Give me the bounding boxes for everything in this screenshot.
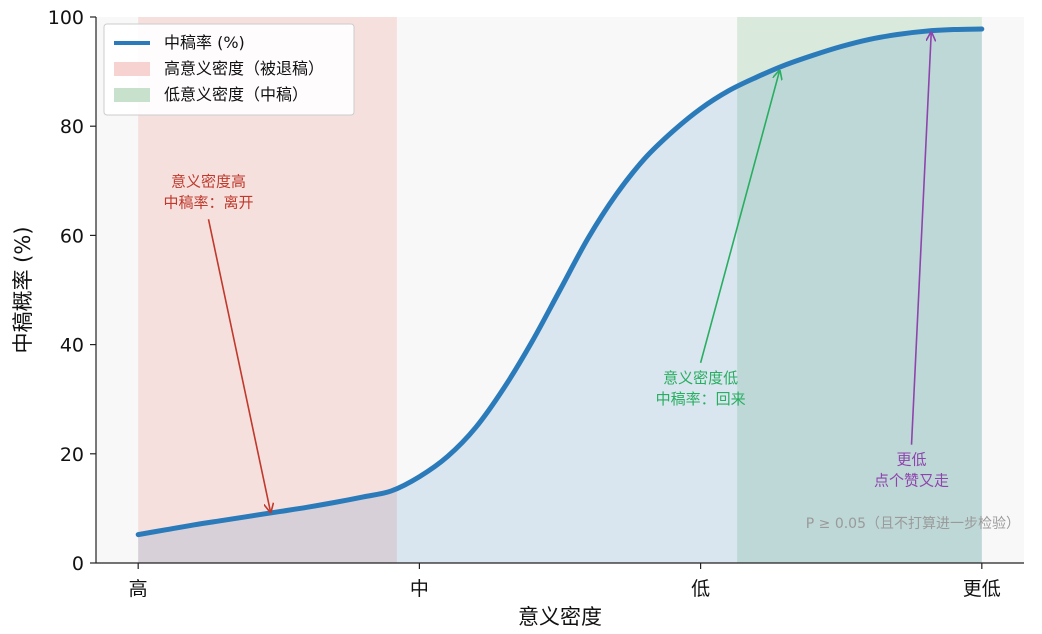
series-line [135, 26, 985, 538]
annotation-arrow [910, 33, 932, 445]
annotation-text-line: 中稿率：回来 [656, 390, 746, 408]
legend-swatch-red-region [114, 62, 150, 76]
annotation-text-line: 中稿率：离开 [163, 193, 253, 211]
legend-label-series: 中稿率 (%) [164, 33, 245, 52]
legend: 中稿率 (%) 高意义密度（被退稿） 低意义密度（中稿） [103, 23, 355, 116]
y-tick-label: 100 [48, 7, 84, 29]
y-axis-label: 中稿概率 (%) [11, 226, 35, 353]
legend-label-red-region: 高意义密度（被退稿） [164, 59, 324, 78]
legend-box [103, 23, 355, 116]
low-density-region [737, 17, 982, 563]
annotation-text-line: 意义密度低 [663, 369, 738, 387]
annotation-text-line: 意义密度高 [171, 172, 246, 190]
y-tick-label: 60 [60, 225, 84, 247]
annotation-arrow [207, 219, 270, 511]
x-tick-label: 更低 [963, 578, 1001, 600]
annotation-text-line: 点个赞又走 [874, 472, 949, 490]
x-tick-label: 中 [410, 578, 429, 600]
x-tick-label: 低 [691, 578, 710, 600]
legend-swatch-green-region [114, 88, 150, 102]
x-axis-label: 意义密度 [518, 605, 602, 629]
y-tick-label: 20 [60, 444, 84, 466]
y-tick-label: 80 [60, 116, 84, 138]
legend-label-green-region: 低意义密度（中稿） [164, 85, 308, 104]
note-text: P ≥ 0.05（且不打算进一步检验） [806, 515, 1020, 532]
y-tick-label: 0 [72, 553, 84, 575]
series-area-fill [138, 29, 982, 563]
x-tick-label: 高 [129, 578, 148, 600]
annotation-text-line: 更低 [897, 451, 927, 469]
y-tick-label: 40 [60, 335, 84, 357]
annotation-arrow [699, 72, 780, 364]
